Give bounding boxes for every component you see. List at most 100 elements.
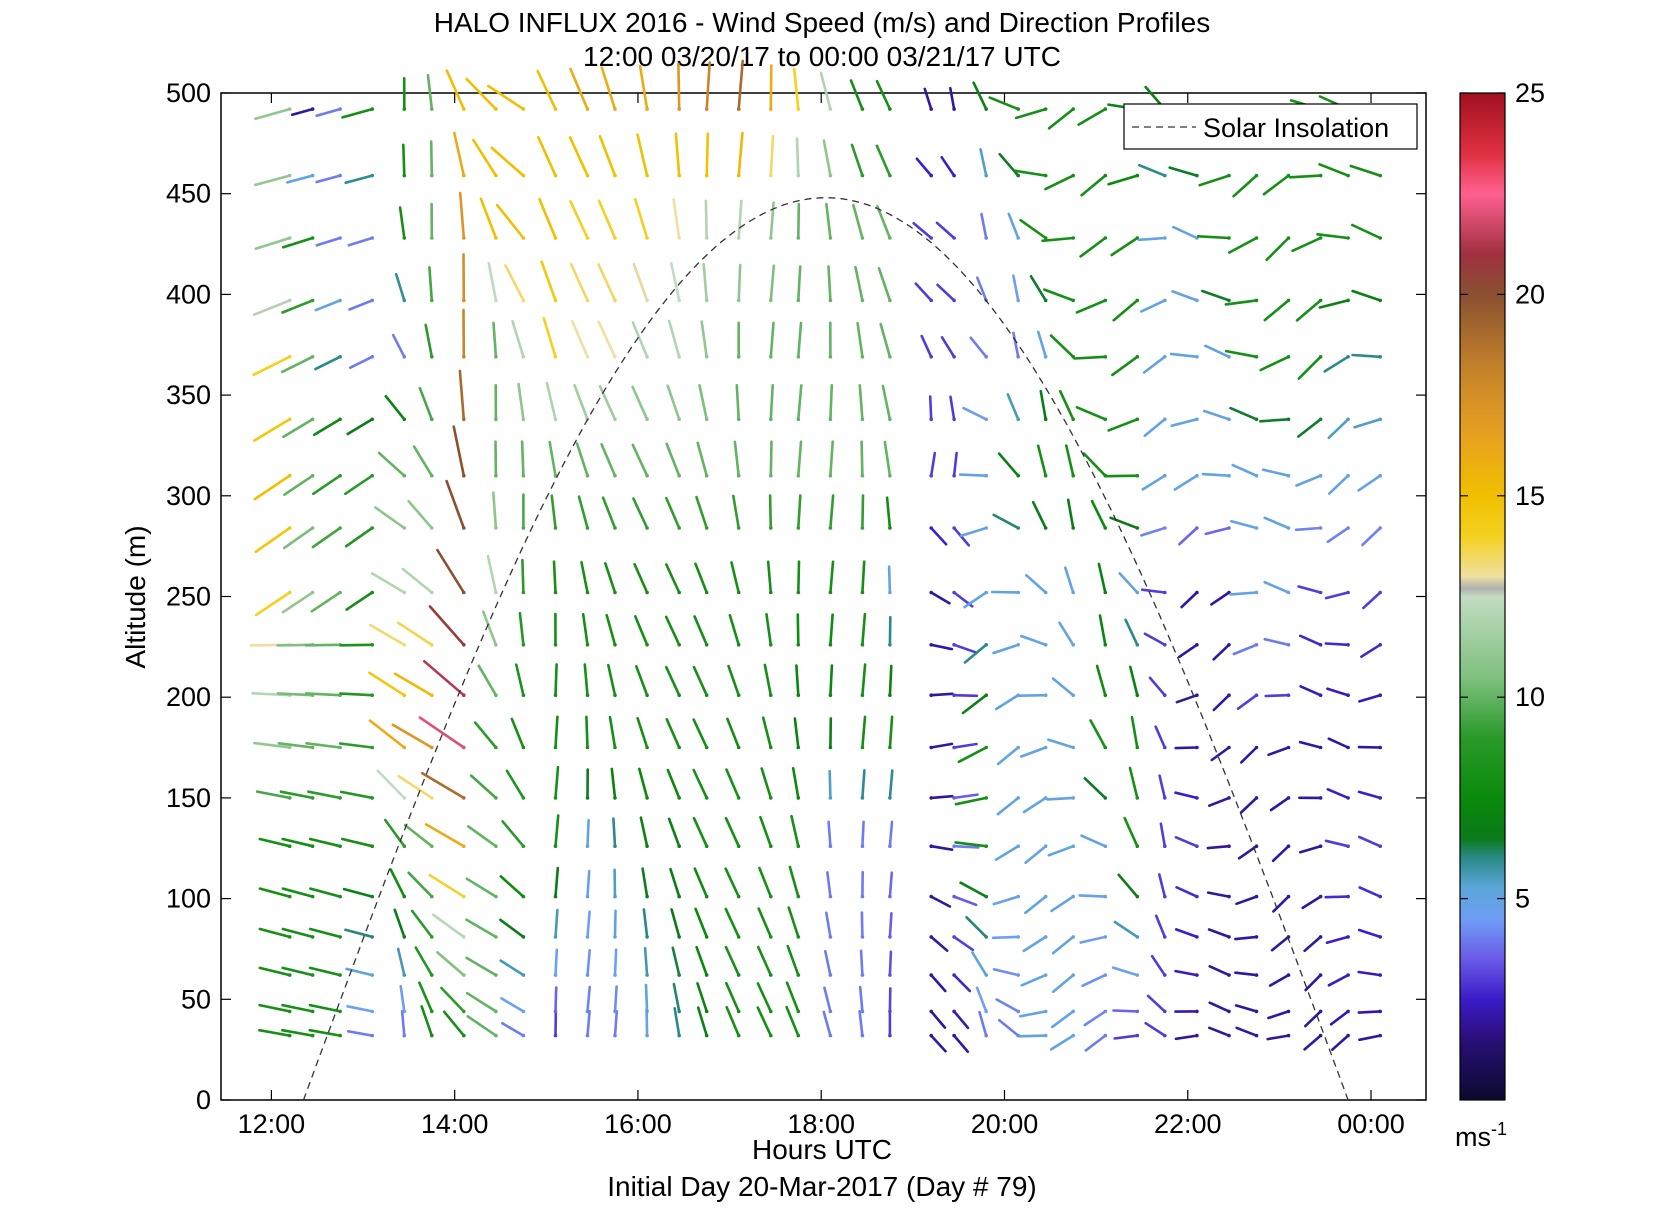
wind-barb bbox=[1117, 873, 1139, 898]
wind-barb-base bbox=[1318, 590, 1323, 595]
wind-barb-base bbox=[1378, 796, 1382, 800]
wind-barb-base bbox=[1254, 590, 1259, 595]
wind-barb-base bbox=[1286, 355, 1291, 359]
wind-barb bbox=[1198, 174, 1231, 187]
wind-barb bbox=[875, 79, 892, 111]
wind-barb-base bbox=[1286, 236, 1291, 240]
wind-barb-base bbox=[1227, 526, 1231, 530]
wind-barb-base bbox=[1195, 1033, 1199, 1038]
wind-barb bbox=[308, 837, 342, 848]
wind-barb bbox=[1224, 299, 1258, 306]
wind-barb-base bbox=[430, 1033, 434, 1038]
wind-barb bbox=[1024, 844, 1047, 865]
wind-barb-base bbox=[1163, 173, 1167, 178]
wind-barb-base bbox=[1043, 1033, 1048, 1038]
wind-barb bbox=[1236, 693, 1258, 711]
wind-barb-base bbox=[494, 236, 498, 240]
wind-barb-base bbox=[1043, 236, 1048, 240]
wind-barb-base bbox=[736, 894, 741, 899]
wind-barb-base bbox=[1071, 473, 1075, 478]
wind-barb bbox=[1351, 289, 1382, 302]
wind-barb bbox=[952, 451, 958, 478]
wind-barb bbox=[1012, 331, 1020, 359]
wind-barb-base bbox=[1346, 844, 1350, 848]
wind-barb bbox=[796, 384, 803, 421]
wind-barb-base bbox=[338, 935, 342, 939]
wind-barb bbox=[1267, 746, 1290, 757]
wind-barb bbox=[253, 417, 292, 442]
wind-barb bbox=[1266, 1034, 1290, 1041]
wind-barb-base bbox=[585, 107, 590, 111]
wind-barb bbox=[1203, 409, 1231, 421]
wind-barb-base bbox=[287, 107, 292, 111]
wind-barb bbox=[1304, 973, 1322, 992]
wind-barb-base bbox=[1318, 473, 1323, 478]
wind-barb bbox=[929, 591, 951, 605]
wind-barb bbox=[1297, 417, 1322, 438]
wind-barb-base bbox=[430, 844, 434, 848]
wind-barb bbox=[631, 443, 649, 478]
wind-barb bbox=[1327, 417, 1350, 440]
wind-barb-base bbox=[860, 1009, 865, 1014]
wind-barb bbox=[384, 394, 406, 421]
wind-barb bbox=[1297, 355, 1322, 380]
x-tick-label: 00:00 bbox=[1337, 1109, 1405, 1139]
wind-barb bbox=[1204, 344, 1231, 359]
wind-barb bbox=[1158, 774, 1167, 800]
wind-barb-base bbox=[929, 796, 933, 800]
wind-barb bbox=[1212, 643, 1231, 661]
wind-barb bbox=[1118, 572, 1139, 594]
wind-barb-base bbox=[1227, 844, 1231, 848]
wind-barb bbox=[1265, 236, 1290, 262]
wind-barb bbox=[1208, 1026, 1231, 1037]
wind-barb bbox=[888, 911, 893, 939]
wind-barb-base bbox=[769, 526, 773, 530]
wind-barb bbox=[286, 174, 314, 184]
wind-barb-base bbox=[860, 693, 865, 697]
wind-barb-base bbox=[1195, 693, 1199, 697]
wind-barb bbox=[850, 143, 864, 177]
wind-barb bbox=[258, 1028, 292, 1037]
wind-barb bbox=[997, 452, 1020, 478]
wind-barb bbox=[692, 718, 709, 749]
wind-barb-base bbox=[828, 1033, 833, 1038]
wind-barb bbox=[695, 945, 709, 977]
wind-barb bbox=[963, 591, 988, 609]
wind-barb-base bbox=[1103, 526, 1108, 530]
wind-barb bbox=[929, 973, 947, 993]
wind-barb bbox=[1051, 677, 1075, 697]
wind-barb bbox=[632, 497, 649, 530]
wind-barb bbox=[795, 137, 800, 177]
wind-barb bbox=[940, 336, 956, 359]
wind-barb-base bbox=[287, 796, 292, 800]
wind-barb bbox=[342, 887, 374, 898]
wind-barb-base bbox=[521, 745, 526, 750]
wind-barb-base bbox=[462, 844, 466, 848]
wind-barb-base bbox=[929, 107, 933, 111]
wind-barb-base bbox=[860, 935, 865, 939]
wind-barb-base bbox=[1286, 1009, 1291, 1014]
wind-barb bbox=[505, 769, 525, 800]
wind-barb-base bbox=[1135, 844, 1140, 848]
wind-barb-base bbox=[1163, 590, 1167, 595]
wind-barb bbox=[345, 967, 374, 977]
wind-barb-base bbox=[860, 417, 865, 422]
wind-barb-base bbox=[645, 473, 649, 478]
wind-barb-base bbox=[645, 935, 649, 939]
wind-barb-base bbox=[310, 1033, 315, 1038]
wind-barb-base bbox=[677, 173, 681, 178]
wind-barb bbox=[785, 981, 800, 1013]
wind-barb-base bbox=[585, 935, 590, 939]
wind-barb-base bbox=[888, 643, 892, 647]
wind-barb bbox=[1075, 405, 1107, 421]
wind-barb bbox=[1064, 566, 1075, 594]
wind-barb bbox=[978, 1010, 988, 1037]
wind-barb bbox=[1358, 886, 1382, 898]
wind-barb bbox=[1079, 236, 1107, 258]
wind-barb bbox=[279, 790, 314, 800]
wind-barb bbox=[445, 479, 466, 530]
wind-barb-base bbox=[645, 236, 649, 240]
wind-barb-base bbox=[494, 796, 498, 800]
wind-barb bbox=[1361, 526, 1382, 547]
wind-barb bbox=[737, 131, 744, 177]
